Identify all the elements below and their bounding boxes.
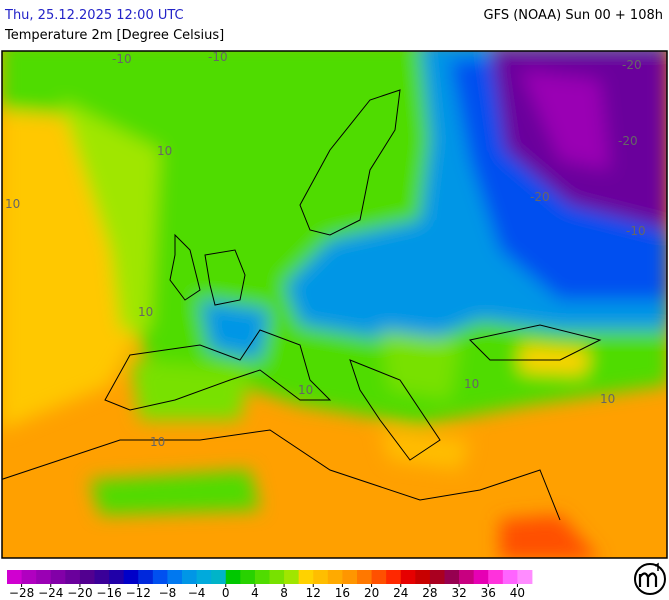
logo (634, 562, 666, 595)
colorbar-tick-label: 20 (364, 586, 379, 600)
colorbar-tick-label: 36 (481, 586, 496, 600)
contour-label: -20 (618, 134, 638, 148)
parameter: Temperature 2m [Degree Celsius] (4, 28, 224, 43)
colorbar-swatch (65, 570, 81, 584)
colorbar-swatch (444, 570, 460, 584)
colorbar-tick-label: −28 (9, 586, 34, 600)
colorbar-swatch (138, 570, 154, 584)
valid-time: Thu, 25.12.2025 12:00 UTC (4, 8, 184, 23)
colorbar-tick-label: 32 (451, 586, 466, 600)
colorbar-swatch (225, 570, 241, 584)
colorbar-swatch (357, 570, 372, 584)
colorbar-swatch (36, 570, 52, 584)
colorbar-tick-label: 0 (222, 586, 230, 600)
colorbar-swatch (517, 570, 533, 584)
colorbar-swatch (459, 570, 475, 584)
colorbar-swatch (79, 570, 95, 584)
contour-label: -10 (112, 52, 132, 66)
colorbar-swatch (502, 570, 518, 584)
colorbar: −28 −24 −20 −16 −12 −8 −4 0 4 8 12 16 20 24 28 32 36 40 (7, 570, 533, 600)
colorbar-tick-label: 12 (306, 586, 321, 600)
contour-label: 10 (138, 305, 153, 319)
colorbar-tick-label: 28 (422, 586, 437, 600)
colorbar-swatch (21, 570, 37, 584)
colorbar-tick-label: 24 (393, 586, 408, 600)
colorbar-tick-label: −4 (188, 586, 206, 600)
colorbar-swatch (269, 570, 285, 584)
colorbar-swatch (415, 570, 431, 584)
colorbar-swatch (109, 570, 125, 584)
colorbar-swatch (50, 570, 66, 584)
colorbar-swatch (342, 570, 358, 584)
colorbar-swatch (371, 570, 387, 584)
temperature-field (2, 51, 667, 558)
colorbar-swatch (94, 570, 110, 584)
colorbar-swatch (400, 570, 416, 584)
contour-label: 10 (150, 435, 165, 449)
colorbar-tick-label: −16 (96, 586, 121, 600)
colorbar-swatch (429, 570, 445, 584)
contour-label: 10 (157, 144, 172, 158)
colorbar-swatch (386, 570, 402, 584)
colorbar-swatch (123, 570, 139, 584)
colorbar-tick-label: −20 (67, 586, 92, 600)
model-run: GFS (NOAA) Sun 00 + 108h (484, 8, 663, 23)
colorbar-tick-label: −8 (159, 586, 177, 600)
colorbar-tick-label: 40 (510, 586, 525, 600)
contour-label: -10 (208, 50, 228, 64)
contour-label: -10 (626, 224, 646, 238)
contour-label: 10 (298, 383, 313, 397)
contour-label: 10 (600, 392, 615, 406)
contour-label: -20 (622, 58, 642, 72)
contour-label: 10 (5, 197, 20, 211)
colorbar-tick-label: 8 (280, 586, 288, 600)
map-frame (1, 50, 668, 559)
colorbar-swatch (211, 570, 227, 584)
colorbar-swatch (298, 570, 314, 584)
colorbar-swatch (313, 570, 329, 584)
contour-labels: -10 -10 -20 -20 -20 -10 10 10 10 10 10 10 10 (5, 50, 646, 449)
colorbar-swatch (196, 570, 212, 584)
colorbar-swatch (327, 570, 343, 584)
colorbar-swatch (284, 570, 300, 584)
colorbar-swatch (254, 570, 270, 584)
colorbar-swatch (152, 570, 168, 584)
colorbar-tick-label: 4 (251, 586, 259, 600)
contour-label: 10 (464, 377, 479, 391)
colorbar-swatch (182, 570, 197, 584)
colorbar-swatch (473, 570, 489, 584)
colorbar-tick-label: 16 (335, 586, 350, 600)
coastlines (2, 89, 602, 521)
colorbar-tick-label: −24 (38, 586, 63, 600)
colorbar-tick-label: −12 (126, 586, 151, 600)
colorbar-swatch (488, 570, 504, 584)
colorbar-swatch (7, 570, 22, 584)
colorbar-swatch (240, 570, 256, 584)
colorbar-swatch (167, 570, 183, 584)
contour-label: -20 (530, 190, 550, 204)
